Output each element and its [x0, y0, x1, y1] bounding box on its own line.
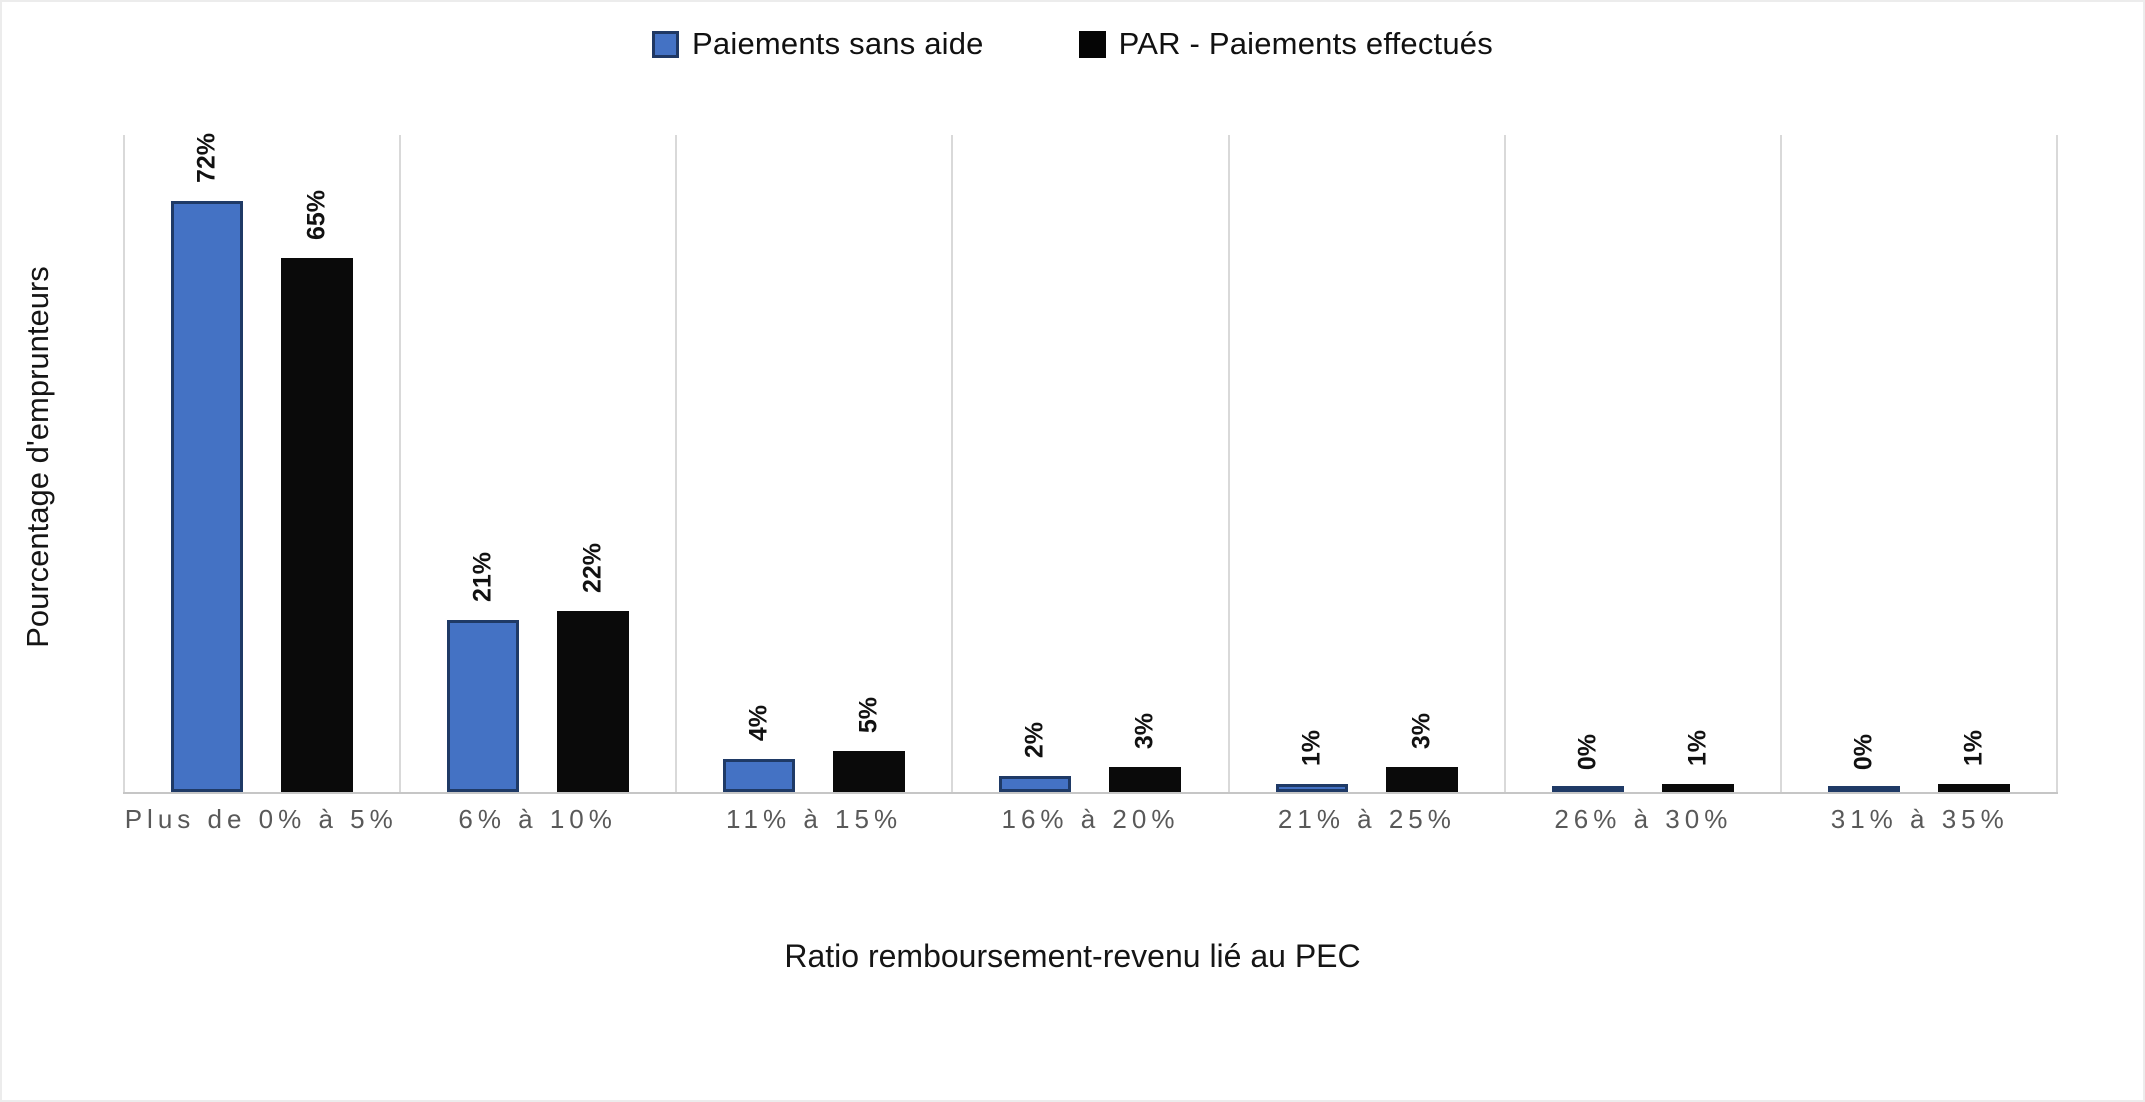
bar-group-slot: 3%: [1385, 135, 1458, 792]
bar-value-label: 3%: [1407, 712, 1436, 749]
legend-label: Paiements sans aide: [692, 26, 984, 61]
category-tick-label: 11% à 15%: [726, 804, 903, 834]
legend-item-par-paiements-effectues: PAR - Paiements effectués: [1078, 26, 1493, 62]
bar-par-paiements-effectues: [1385, 767, 1458, 792]
bar-value-label: 1%: [1297, 729, 1326, 766]
plot-column: 0% 1%: [1779, 135, 2058, 792]
legend-swatch-blue-icon: [652, 30, 680, 58]
bar-group-slot: 4%: [723, 135, 796, 792]
bar-paiements-sans-aide: [723, 759, 796, 792]
legend-swatch-black-icon: [1078, 30, 1106, 58]
bar-par-paiements-effectues: [1937, 784, 2010, 792]
y-axis-title: Pourcentage d'emprunteurs: [20, 266, 55, 648]
category-tick-label: 31% à 35%: [1830, 804, 2009, 834]
bar-value-label: 22%: [578, 542, 607, 593]
category-tick-label: 26% à 30%: [1554, 804, 1733, 834]
bar-paiements-sans-aide: [1275, 784, 1348, 792]
bar-paiements-sans-aide: [1551, 786, 1624, 792]
plot-column: 0% 1%: [1503, 135, 1780, 792]
bar-value-label: 4%: [744, 704, 773, 741]
chart-legend: Paiements sans aide PAR - Paiements effe…: [2, 26, 2143, 62]
plot-area: 72% 65% 21% 22% 4% 5% 2% 3% 1% 3% 0% 1% 0% 1%: [123, 132, 2058, 794]
bar-group-slot: 65%: [281, 135, 354, 792]
bar-group-slot: 21%: [447, 135, 520, 792]
x-axis-title: Ratio remboursement-revenu lié au PEC: [784, 938, 1361, 974]
bar-par-paiements-effectues: [833, 751, 906, 792]
bar-paiements-sans-aide: [171, 201, 244, 792]
bar-group-slot: 0%: [1827, 135, 1900, 792]
legend-label: PAR - Paiements effectués: [1118, 26, 1493, 61]
bar-group-slot: 3%: [1109, 135, 1182, 792]
bar-group-slot: 2%: [999, 135, 1072, 792]
bar-value-label: 21%: [468, 551, 497, 602]
bar-value-label: 1%: [1959, 729, 1988, 766]
bar-paiements-sans-aide: [1827, 786, 1900, 792]
bar-paiements-sans-aide: [999, 776, 1072, 792]
bar-group-slot: 72%: [171, 132, 244, 792]
category-tick-label: 16% à 20%: [1001, 804, 1180, 834]
bar-par-paiements-effectues: [1109, 767, 1182, 792]
bar-group-slot: 0%: [1551, 135, 1624, 792]
category-tick-label: 6% à 10%: [458, 804, 617, 834]
category-tick-label: Plus de 0% à 5%: [124, 804, 398, 834]
bar-value-label: 1%: [1683, 729, 1712, 766]
bar-value-label: 2%: [1020, 721, 1049, 758]
plot-column: 2% 3%: [951, 135, 1227, 792]
bar-value-label: 65%: [302, 189, 331, 240]
plot-column: 72% 65%: [123, 132, 399, 792]
bar-group-slot: 1%: [1275, 135, 1348, 792]
legend-item-paiements-sans-aide: Paiements sans aide: [652, 26, 984, 62]
bar-par-paiements-effectues: [1661, 784, 1734, 792]
bar-value-label: 5%: [854, 696, 883, 733]
bar-value-label: 0%: [1573, 733, 1602, 770]
bar-group-slot: 1%: [1937, 135, 2010, 792]
plot-column: 21% 22%: [399, 135, 675, 792]
bar-group-slot: 22%: [557, 135, 630, 792]
bar-paiements-sans-aide: [447, 620, 520, 792]
bar-par-paiements-effectues: [281, 258, 354, 792]
bar-value-label: 3%: [1130, 712, 1159, 749]
category-tick-label: 21% à 25%: [1277, 804, 1456, 834]
bar-value-label: 0%: [1849, 733, 1878, 770]
category-axis: Plus de 0% à 5% 6% à 10% 11% à 15% 16% à 20…: [123, 804, 2058, 835]
bar-value-label: 72%: [192, 132, 221, 183]
bar-group-slot: 1%: [1661, 135, 1734, 792]
plot-column: 4% 5%: [675, 135, 951, 792]
bar-par-paiements-effectues: [557, 611, 630, 792]
bar-group-slot: 5%: [833, 135, 906, 792]
plot-column: 1% 3%: [1227, 135, 1504, 792]
